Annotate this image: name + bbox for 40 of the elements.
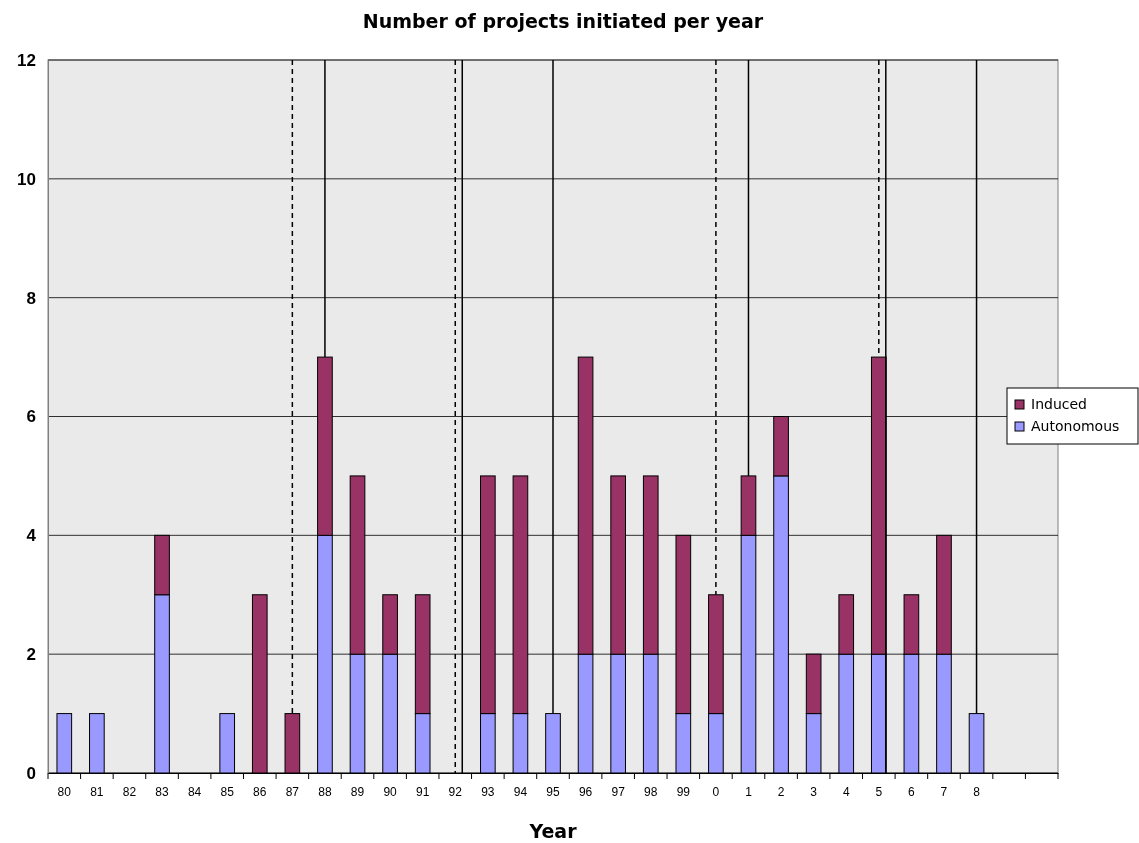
x-tick-label: 93 — [481, 784, 495, 799]
x-tick-label: 7 — [940, 784, 948, 799]
x-tick-label: 4 — [842, 784, 850, 799]
x-tick-label: 86 — [253, 784, 267, 799]
y-tick-label: 6 — [26, 407, 36, 427]
x-tick-label: 81 — [90, 784, 104, 799]
x-axis-title: Year — [528, 820, 578, 842]
x-tick-label: 90 — [383, 784, 398, 799]
y-tick-label: 2 — [26, 645, 36, 665]
y-tick-label: 4 — [26, 526, 37, 546]
x-tick-label: 95 — [546, 784, 560, 799]
x-tick-label: 85 — [220, 784, 235, 799]
x-tick-label: 3 — [810, 784, 818, 799]
x-tick-label: 99 — [676, 784, 691, 799]
x-tick-label: 6 — [908, 784, 916, 799]
x-tick-label: 91 — [416, 784, 430, 799]
x-tick-label: 97 — [611, 784, 626, 799]
x-tick-label: 5 — [875, 784, 883, 799]
x-tick-label: 94 — [513, 784, 528, 799]
x-tick-label: 88 — [318, 784, 332, 799]
x-tick-label: 0 — [712, 784, 720, 799]
legend-label: Autonomous — [1031, 418, 1120, 434]
y-tick-label: 0 — [26, 763, 36, 783]
x-tick-label: 1 — [745, 784, 753, 799]
x-tick-label: 8 — [973, 784, 981, 799]
y-tick-label: 12 — [17, 50, 36, 70]
y-tick-label: 8 — [26, 288, 36, 308]
x-tick-label: 83 — [155, 784, 170, 799]
x-tick-label: 89 — [350, 784, 365, 799]
x-tick-label: 96 — [578, 784, 593, 799]
chart-title: Number of projects initiated per year — [362, 10, 764, 32]
x-tick-label: 2 — [777, 784, 785, 799]
x-tick-label: 80 — [57, 784, 72, 799]
x-tick-label: 87 — [285, 784, 300, 799]
x-tick-label: 82 — [122, 784, 137, 799]
x-tick-label: 92 — [448, 784, 463, 799]
x-tick-label: 84 — [187, 784, 202, 799]
x-tick-label: 98 — [644, 784, 658, 799]
legend-label: Induced — [1031, 396, 1087, 412]
y-tick-label: 10 — [17, 169, 36, 189]
